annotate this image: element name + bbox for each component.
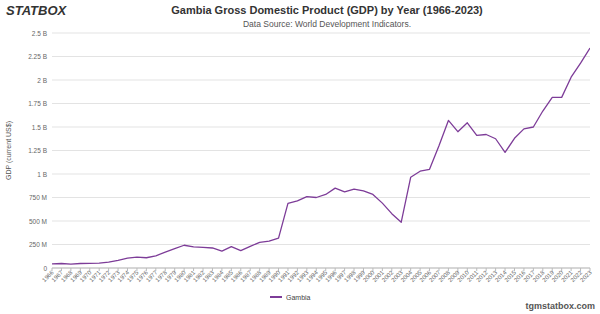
x-tick [193, 268, 194, 271]
grid-line [52, 127, 590, 128]
x-tick [401, 268, 402, 271]
x-tick [523, 268, 524, 271]
x-tick [476, 268, 477, 271]
x-tick [203, 268, 204, 271]
y-tick-label: 2.25 B [28, 53, 47, 60]
x-tick [335, 268, 336, 271]
x-tick [580, 268, 581, 271]
x-tick [354, 268, 355, 271]
x-tick [457, 268, 458, 271]
x-tick [165, 268, 166, 271]
grid-line [52, 103, 590, 104]
x-tick [70, 268, 71, 271]
x-axis: 1966196719681969197019711972197319741975… [41, 268, 593, 283]
x-tick [372, 268, 373, 271]
x-tick [108, 268, 109, 271]
chart: STATBOX tgmstatbox.com Gambia Gross Domest… [0, 0, 600, 314]
x-tick [495, 268, 496, 271]
x-tick [552, 268, 553, 271]
x-tick [420, 268, 421, 271]
grid-line [52, 197, 590, 198]
x-tick [561, 268, 562, 271]
x-tick [533, 268, 534, 271]
x-tick [486, 268, 487, 271]
x-tick [174, 268, 175, 271]
x-tick [429, 268, 430, 271]
x-tick [467, 268, 468, 271]
y-tick-label: 1 B [37, 171, 47, 178]
x-tick [61, 268, 62, 271]
x-tick [297, 268, 298, 271]
x-tick [278, 268, 279, 271]
x-tick [250, 268, 251, 271]
y-tick-label: 2.5 B [32, 30, 47, 37]
series-line [52, 48, 590, 264]
x-tick [514, 268, 515, 271]
subtitle: Data Source: World Development Indicator… [243, 19, 411, 29]
legend-label: Gambia [286, 294, 311, 301]
x-tick-label: 2023 [579, 269, 593, 283]
x-tick [155, 268, 156, 271]
x-tick [269, 268, 270, 271]
x-tick [231, 268, 232, 271]
legend-swatch [270, 296, 282, 298]
grid-line [52, 150, 590, 151]
x-tick [287, 268, 288, 271]
x-tick [127, 268, 128, 271]
x-tick [118, 268, 119, 271]
x-tick [99, 268, 100, 271]
y-tick-label: 1.25 B [28, 147, 47, 154]
x-tick [448, 268, 449, 271]
footer: tgmstatbox.com [525, 301, 595, 311]
y-axis-label: GDP (current US$) [5, 121, 13, 180]
x-tick [344, 268, 345, 271]
legend: Gambia [270, 294, 311, 301]
y-tick-label: 2 B [37, 77, 47, 84]
x-tick [316, 268, 317, 271]
x-tick [438, 268, 439, 271]
x-tick [542, 268, 543, 271]
x-tick [325, 268, 326, 271]
x-tick [146, 268, 147, 271]
y-tick-label: 250 M [29, 241, 47, 248]
y-tick-label: 0 [43, 265, 47, 272]
grid-line [52, 56, 590, 57]
x-tick [590, 268, 591, 271]
x-tick [382, 268, 383, 271]
x-tick [221, 268, 222, 271]
grid-line [52, 33, 590, 34]
x-tick [410, 268, 411, 271]
x-tick [80, 268, 81, 271]
logo: STATBOX [6, 3, 68, 18]
y-tick-label: 1.5 B [32, 124, 47, 131]
x-tick [391, 268, 392, 271]
x-tick [89, 268, 90, 271]
plot-area [52, 48, 590, 264]
x-tick [505, 268, 506, 271]
x-tick [363, 268, 364, 271]
x-tick [259, 268, 260, 271]
y-tick-label: 1.75 B [28, 100, 47, 107]
x-tick [212, 268, 213, 271]
grid-line [52, 80, 590, 81]
y-tick-label: 500 M [29, 218, 47, 225]
x-tick [306, 268, 307, 271]
x-axis-line [52, 268, 590, 269]
grid-line [52, 221, 590, 222]
x-tick [136, 268, 137, 271]
x-tick [240, 268, 241, 271]
grid-line [52, 174, 590, 175]
grid-line [52, 268, 590, 269]
y-axis: 0 250 M 500 M 750 M 1 B 1.25 B 1.5 B 1.75 B 2 B 2… [28, 30, 590, 272]
x-tick [52, 268, 53, 271]
x-tick [571, 268, 572, 271]
x-tick [184, 268, 185, 271]
y-tick-label: 750 M [29, 194, 47, 201]
title: Gambia Gross Domestic Product (GDP) by Y… [171, 4, 483, 16]
grid-line [52, 244, 590, 245]
